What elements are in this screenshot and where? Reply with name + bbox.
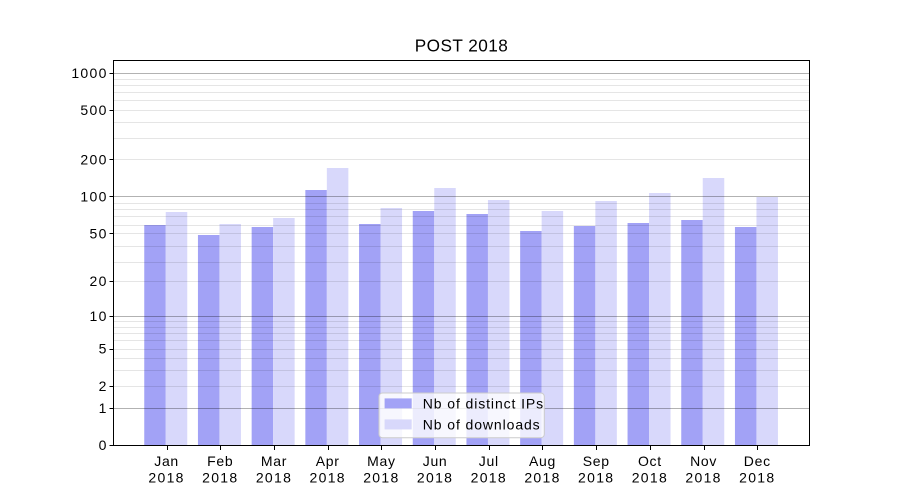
svg-text:0: 0	[99, 437, 108, 453]
svg-text:10: 10	[90, 308, 108, 324]
svg-text:2: 2	[99, 378, 108, 394]
svg-text:2018: 2018	[578, 469, 614, 485]
svg-text:2018: 2018	[632, 469, 668, 485]
svg-text:POST 2018: POST 2018	[415, 36, 509, 56]
svg-text:2018: 2018	[256, 469, 292, 485]
svg-text:Apr: Apr	[316, 453, 340, 469]
svg-text:Nb of distinct IPs: Nb of distinct IPs	[423, 396, 544, 412]
svg-text:2018: 2018	[417, 469, 453, 485]
svg-text:Nov: Nov	[690, 453, 717, 469]
svg-text:2018: 2018	[739, 469, 775, 485]
svg-text:2018: 2018	[202, 469, 238, 485]
svg-text:1000: 1000	[71, 65, 107, 81]
svg-text:5: 5	[99, 341, 108, 357]
svg-text:Jun: Jun	[423, 453, 448, 469]
svg-text:Jul: Jul	[479, 453, 499, 469]
svg-text:Feb: Feb	[207, 453, 233, 469]
svg-text:200: 200	[80, 151, 107, 167]
svg-text:20: 20	[90, 273, 108, 289]
svg-text:2018: 2018	[148, 469, 184, 485]
svg-text:Jan: Jan	[154, 453, 179, 469]
svg-text:2018: 2018	[524, 469, 560, 485]
svg-text:Oct: Oct	[638, 453, 662, 469]
svg-text:2018: 2018	[310, 469, 346, 485]
svg-text:May: May	[367, 453, 396, 469]
svg-text:Aug: Aug	[529, 453, 556, 469]
svg-text:2018: 2018	[363, 469, 399, 485]
svg-text:2018: 2018	[685, 469, 721, 485]
svg-text:Mar: Mar	[261, 453, 287, 469]
svg-text:2018: 2018	[471, 469, 507, 485]
svg-text:Nb of downloads: Nb of downloads	[423, 417, 541, 433]
svg-text:100: 100	[80, 188, 107, 204]
svg-text:50: 50	[90, 225, 108, 241]
svg-text:1: 1	[99, 400, 108, 416]
svg-text:Dec: Dec	[744, 453, 771, 469]
svg-text:500: 500	[80, 102, 107, 118]
svg-text:Sep: Sep	[583, 453, 610, 469]
